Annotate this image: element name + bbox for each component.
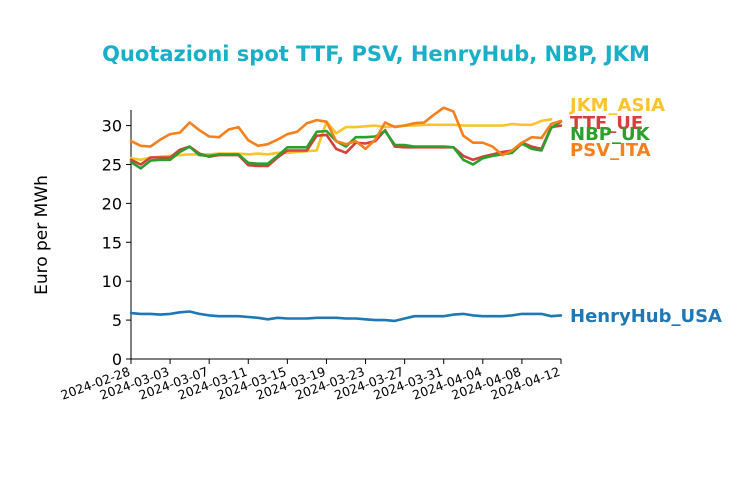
y-tick-label: 20 — [102, 194, 122, 213]
series-label-nbp-uk: NBP_UK — [570, 124, 651, 145]
series-label-ttf-ue: TTF_UE — [570, 113, 643, 134]
series-label-henryhub-usa: HenryHub_USA — [570, 306, 722, 327]
series-line-henryhub-usa — [129, 310, 563, 323]
y-tick-label: 30 — [102, 117, 122, 136]
y-tick-label: 15 — [102, 233, 122, 252]
y-tick-label: 0 — [112, 350, 122, 369]
series-line-nbp-uk — [129, 120, 563, 170]
plot-area: 0510152025302024-02-282024-03-032024-03-… — [59, 95, 722, 403]
y-tick-label: 25 — [102, 155, 122, 174]
series-line-psv-ita — [129, 106, 563, 157]
series-label-jkm-asia: JKM_ASIA — [568, 95, 665, 116]
chart-title: Quotazioni spot TTF, PSV, HenryHub, NBP,… — [102, 42, 650, 66]
y-tick-label: 5 — [112, 311, 122, 330]
y-axis-label: Euro per MWh — [32, 175, 52, 295]
series-label-psv-ita: PSV_ITA — [570, 140, 651, 161]
y-tick-label: 10 — [102, 272, 122, 291]
